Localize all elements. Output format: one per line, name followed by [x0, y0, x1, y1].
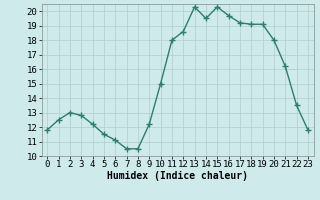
- X-axis label: Humidex (Indice chaleur): Humidex (Indice chaleur): [107, 171, 248, 181]
